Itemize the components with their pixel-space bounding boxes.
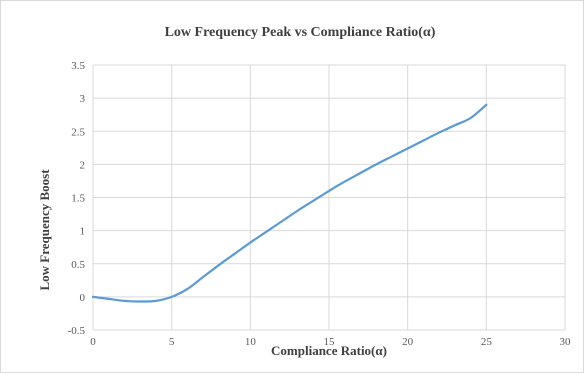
y-tick-label: 1.5 [71, 193, 85, 205]
y-tick-label: 1 [80, 226, 86, 238]
x-tick-label: 5 [169, 336, 175, 348]
y-tick-label: 0 [80, 292, 86, 304]
y-tick-label: 2.5 [71, 126, 85, 138]
series-layer [91, 103, 488, 303]
y-tick-label: 3 [80, 93, 86, 105]
grid-lines [92, 64, 566, 331]
y-tick-label: 2 [80, 159, 86, 171]
y-tick-label: -0.5 [68, 325, 86, 337]
x-tick-label: 10 [245, 336, 257, 348]
chart-title: Low Frequency Peak vs Compliance Ratio(α… [165, 25, 436, 40]
x-axis-label: Compliance Ratio(α) [271, 343, 387, 358]
x-tick-label: 25 [481, 336, 493, 348]
x-tick-label: 15 [324, 336, 336, 348]
x-tick-label: 20 [402, 336, 414, 348]
series-line [91, 103, 488, 303]
x-tick-labels: 0 5 10 15 20 25 30 [90, 336, 571, 348]
y-tick-label: 0.5 [71, 259, 85, 271]
y-tick-label: 3.5 [71, 60, 85, 72]
y-tick-labels: -0.5 0 0.5 1 1.5 2 2.5 3 3.5 [68, 60, 86, 337]
x-tick-label: 30 [560, 336, 572, 348]
y-axis-label: Low Frequency Boost [37, 169, 52, 291]
x-tick-label: 0 [90, 336, 96, 348]
